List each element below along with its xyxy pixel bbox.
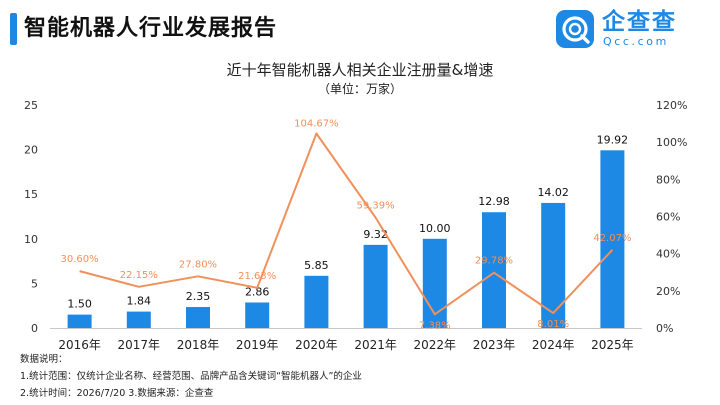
bar-4 [245, 302, 270, 328]
qcc-logo-icon [556, 10, 594, 48]
growth-rate-label: 104.67% [294, 118, 339, 129]
notes-line-2: 2.统计时间：2026/7/20 3.数据来源：企查查 [20, 388, 214, 399]
chart-subtitle: （单位：万家） [317, 82, 402, 96]
bar-6 [363, 244, 388, 328]
report-title: 智能机器人行业发展报告 [24, 16, 278, 41]
bar-value-label: 9.32 [363, 228, 388, 241]
x-tick-label: 2017年 [118, 338, 161, 352]
x-tick-label: 2023年 [473, 338, 516, 352]
x-tick-label: 2025年 [591, 338, 634, 352]
bar-value-label: 1.84 [127, 295, 152, 308]
y-right-tick-label: 0% [656, 322, 673, 335]
y-right-tick-label: 20% [656, 285, 680, 298]
bar-value-label: 1.50 [67, 298, 92, 311]
y-left-tick-label: 20 [24, 144, 38, 157]
bar-value-label: 5.85 [304, 259, 329, 272]
bar-9 [541, 202, 566, 328]
growth-rate-label: 8.01% [537, 319, 569, 330]
growth-rate-label: 7.38% [419, 320, 451, 331]
title-accent-bar [10, 13, 17, 45]
x-tick-label: 2018年 [177, 338, 220, 352]
y-right-tick-label: 100% [656, 136, 687, 149]
bar-value-label: 2.35 [186, 290, 211, 303]
x-tick-label: 2024年 [532, 338, 575, 352]
logo-domain: Qcc.com [603, 35, 669, 48]
x-tick-label: 2022年 [414, 338, 457, 352]
bar-3 [186, 307, 210, 328]
x-tick-label: 2021年 [354, 338, 397, 352]
y-right-tick-label: 40% [656, 248, 680, 261]
bar-8 [482, 212, 506, 328]
bar-value-label: 12.98 [478, 195, 510, 208]
notes: 数据说明： 1.统计范围：仅统计企业名称、经营范围、品牌产品含关键词“智能机器人… [20, 351, 362, 402]
bar-value-label: 10.00 [419, 222, 451, 235]
bar-2 [126, 311, 151, 328]
y-left-tick-label: 0 [31, 322, 38, 335]
y-right-tick-label: 60% [656, 211, 680, 224]
bar-1 [67, 314, 92, 328]
growth-rate-label: 59.39% [357, 201, 395, 212]
x-tick-label: 2019年 [236, 338, 279, 352]
y-left-tick-label: 5 [31, 277, 38, 290]
qcc-logo: 企查查 Qcc.com [556, 8, 706, 52]
growth-rate-label: 22.15% [120, 270, 158, 281]
bar-10 [600, 150, 625, 328]
logo-name: 企查查 [602, 9, 677, 35]
growth-rate-label: 21.63% [238, 271, 276, 282]
notes-line-1: 1.统计范围：仅统计企业名称、经营范围、品牌产品含关键词“智能机器人”的企业 [20, 371, 362, 382]
growth-rate-label: 30.60% [61, 254, 99, 265]
x-tick-label: 2020年 [295, 338, 338, 352]
bar-5 [304, 275, 329, 328]
bar-value-label: 14.02 [537, 186, 569, 199]
y-left-tick-label: 15 [24, 188, 38, 201]
bar-value-label: 2.86 [245, 285, 270, 298]
growth-rate-label: 42.07% [593, 233, 631, 244]
growth-rate-line [79, 132, 614, 316]
bar-value-label: 19.92 [597, 133, 629, 146]
y-left-tick-label: 10 [24, 233, 38, 246]
growth-rate-label: 29.78% [475, 256, 513, 267]
chart-title: 近十年智能机器人相关企业注册量&增速 [226, 61, 494, 79]
notes-heading: 数据说明： [20, 354, 68, 365]
x-tick-label: 2016年 [58, 338, 101, 352]
y-left-tick-label: 25 [24, 99, 38, 112]
y-right-tick-label: 80% [656, 173, 680, 186]
growth-rate-label: 27.80% [179, 259, 217, 270]
y-right-tick-label: 120% [656, 99, 687, 112]
